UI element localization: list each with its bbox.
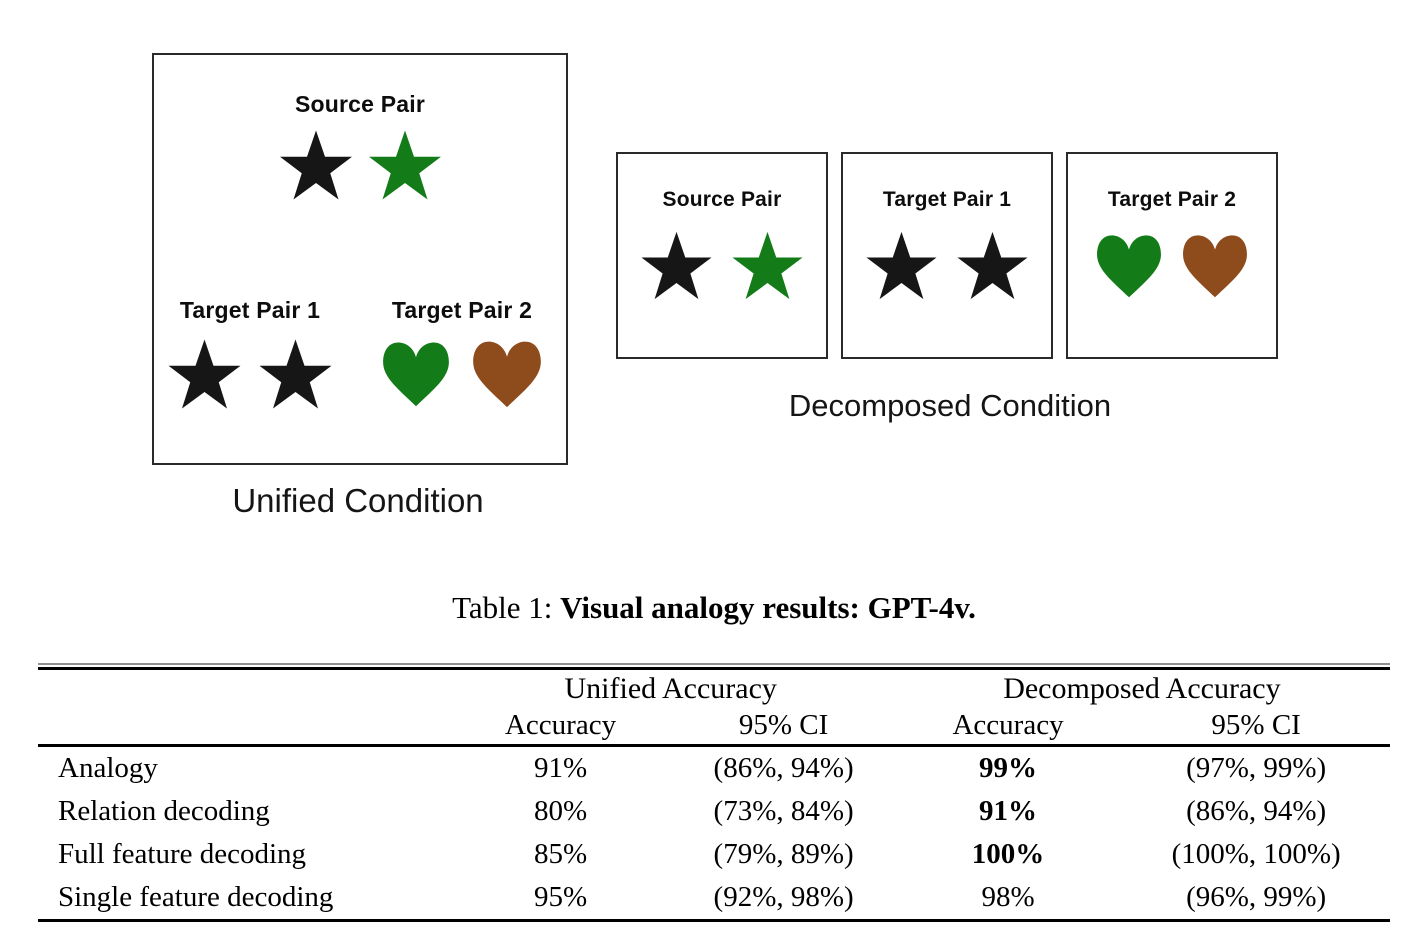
- decomposed-accuracy-header: Accuracy: [952, 709, 1064, 741]
- unified-accuracy-group-header: Unified Accuracy: [564, 671, 777, 705]
- unified-target-pair-2-shapes: [362, 338, 562, 410]
- decomposed-target-pair-2-label: Target Pair 2: [1107, 188, 1237, 211]
- table-row: Full feature decoding 85% (79%, 89%) 100…: [38, 833, 1390, 876]
- black-star-icon: [259, 339, 332, 409]
- green-star-icon: [368, 130, 441, 200]
- table-sub-header-row: Accuracy 95% CI Accuracy 95% CI: [38, 707, 1390, 746]
- unified-target-pair-1-shapes: [154, 338, 346, 410]
- row-label: Single feature decoding: [58, 881, 334, 913]
- unified-accuracy-header: Accuracy: [504, 709, 617, 741]
- decomposed-target-pair-1-shapes: [843, 230, 1051, 301]
- green-star-icon: [732, 231, 803, 300]
- decomposed-source-pair-label: Source Pair: [662, 188, 782, 211]
- decomposed-ci-value: (96%, 99%): [1186, 881, 1327, 913]
- brown-heart-icon: [473, 341, 541, 408]
- decomposed-target-pair-2-shapes: [1068, 230, 1276, 302]
- decomposed-accuracy-group-header: Decomposed Accuracy: [1003, 671, 1281, 705]
- table-caption: Table 1: Visual analogy results: GPT-4v.: [38, 590, 1390, 626]
- table-row: Single feature decoding 95% (92%, 98%) 9…: [38, 876, 1390, 921]
- decomposed-source-pair-shapes: [618, 230, 826, 301]
- row-label: Analogy: [58, 752, 158, 784]
- decomposed-ci-value: (100%, 100%): [1171, 838, 1341, 870]
- table-caption-bold-text: Visual analogy results: GPT-4v.: [560, 590, 976, 625]
- unified-ci-value: (86%, 94%): [713, 752, 854, 784]
- unified-accuracy-value: 80%: [533, 795, 588, 827]
- decomposed-target-pair-1-label: Target Pair 1: [882, 188, 1012, 211]
- table-row: Relation decoding 80% (73%, 84%) 91% (86…: [38, 790, 1390, 833]
- unified-target-pair-1-label: Target Pair 1: [179, 297, 321, 323]
- brown-heart-icon: [1183, 235, 1247, 298]
- unified-accuracy-value: 95%: [533, 881, 588, 913]
- unified-source-pair-label: Source Pair: [294, 91, 426, 117]
- unified-ci-value: (73%, 84%): [713, 795, 854, 827]
- empty-corner-cell: [38, 670, 448, 707]
- row-label: Full feature decoding: [58, 838, 307, 870]
- decomposed-accuracy-value: 99%: [979, 752, 1038, 784]
- green-heart-icon: [383, 342, 449, 407]
- results-table: Unified Accuracy Decomposed Accuracy Acc…: [38, 670, 1390, 922]
- black-star-icon: [641, 231, 712, 300]
- table-caption-prefix: Table 1:: [452, 590, 561, 625]
- decomposed-accuracy-value: 100%: [971, 838, 1045, 870]
- black-star-icon: [279, 130, 352, 200]
- unified-target-pair-2-label: Target Pair 2: [391, 297, 533, 323]
- black-star-icon: [866, 231, 937, 300]
- unified-accuracy-value: 91%: [533, 752, 588, 784]
- decomposed-condition-caption: Decomposed Condition: [788, 388, 1112, 423]
- decomposed-accuracy-value: 91%: [979, 795, 1038, 827]
- unified-accuracy-value: 85%: [533, 838, 588, 870]
- table-row: Analogy 91% (86%, 94%) 99% (97%, 99%): [38, 746, 1390, 791]
- unified-source-pair-shapes: [154, 129, 566, 201]
- table-top-rule: [38, 663, 1390, 670]
- black-star-icon: [168, 339, 241, 409]
- unified-ci-header: 95% CI: [738, 709, 829, 741]
- decomposed-ci-value: (86%, 94%): [1186, 795, 1327, 827]
- table-group-header-row: Unified Accuracy Decomposed Accuracy: [38, 670, 1390, 707]
- decomposed-ci-header: 95% CI: [1211, 709, 1301, 741]
- empty-corner-cell: [38, 707, 448, 746]
- decomposed-target-pair-2-box: Target Pair 2: [1066, 152, 1278, 359]
- decomposed-source-pair-box: Source Pair: [616, 152, 828, 359]
- green-heart-icon: [1097, 235, 1161, 298]
- unified-condition-box: Source Pair Target Pair 1 Target Pair 2: [152, 53, 568, 465]
- unified-ci-value: (92%, 98%): [713, 881, 854, 913]
- row-label: Relation decoding: [58, 795, 270, 827]
- decomposed-ci-value: (97%, 99%): [1186, 752, 1327, 784]
- decomposed-accuracy-value: 98%: [981, 881, 1035, 913]
- decomposed-target-pair-1-box: Target Pair 1: [841, 152, 1053, 359]
- results-table-container: Unified Accuracy Decomposed Accuracy Acc…: [38, 663, 1390, 922]
- unified-ci-value: (79%, 89%): [713, 838, 854, 870]
- black-star-icon: [957, 231, 1028, 300]
- unified-condition-caption: Unified Condition: [232, 482, 484, 519]
